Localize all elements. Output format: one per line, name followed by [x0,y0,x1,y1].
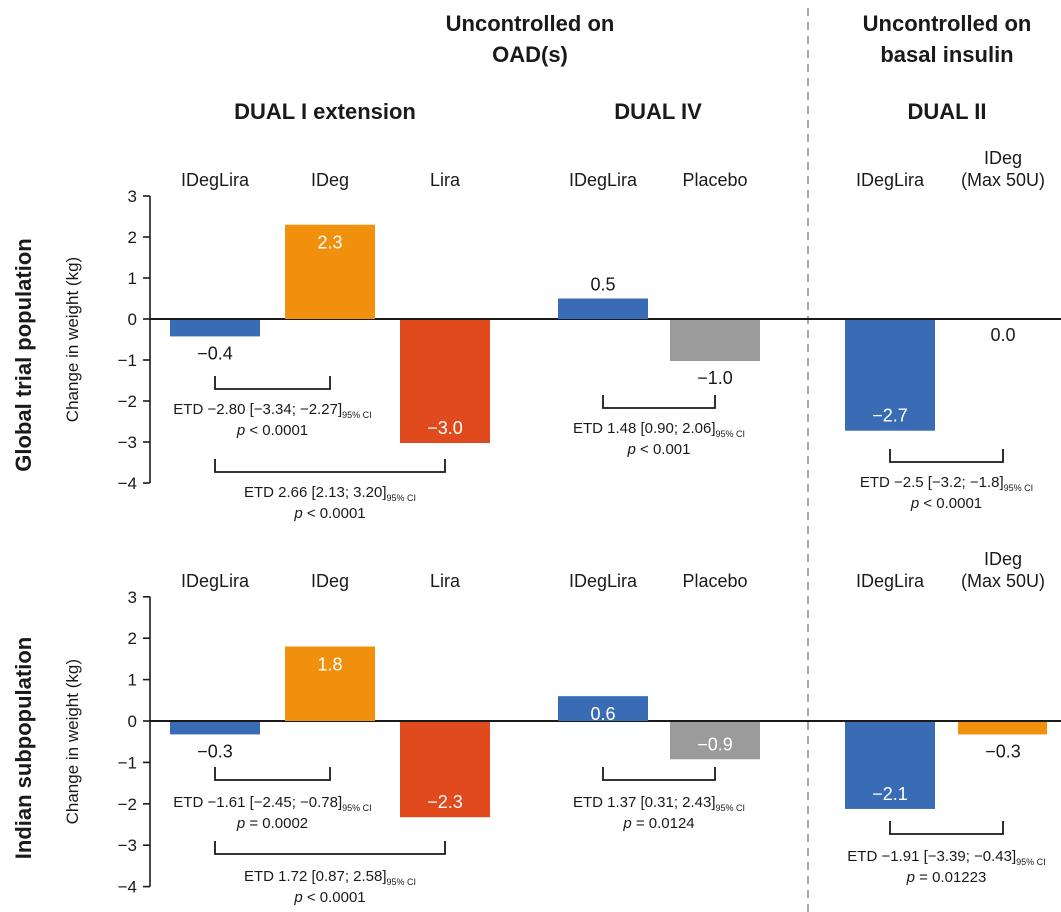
comparison-bracket [214,459,446,473]
category-label: Lira [430,170,461,190]
row-label: Indian subpopulation [11,637,36,859]
category-label: Placebo [682,170,747,190]
bar [558,298,648,319]
data-label: 0.6 [590,704,615,724]
category-label: IDeg [311,170,349,190]
bar [670,320,760,361]
etd-label: ETD −1.61 [−2.45; −0.78]95% CI [173,794,371,813]
bar [170,722,260,735]
data-label: −2.7 [872,406,908,426]
bar [558,696,648,721]
comparison-bracket [214,767,331,781]
y-tick-label: 0 [128,712,137,731]
category-label: IDegLira [181,170,250,190]
data-label: −2.1 [872,784,908,804]
y-tick-label: −1 [118,753,137,772]
y-tick-label: −4 [118,878,137,897]
y-tick-label: 1 [128,671,137,690]
p-value-label: p < 0.0001 [910,495,982,512]
p-value-label: p < 0.0001 [293,889,365,906]
category-label: Lira [430,571,461,591]
category-label: IDeg [984,148,1022,168]
comparison-bracket [889,821,1004,835]
bar [670,722,760,760]
category-label: IDeg [984,549,1022,569]
category-label: (Max 50U) [961,170,1045,190]
trial-header-dual1: DUAL I extension [234,99,416,124]
category-label: IDegLira [569,170,638,190]
group-header-basal-line1: Uncontrolled on [863,11,1032,36]
y-tick-label: 3 [128,187,137,206]
y-axis-label: Change in weight (kg) [63,257,82,422]
y-tick-label: 1 [128,269,137,288]
bar [285,224,375,319]
comparison-bracket [602,395,716,409]
etd-label: ETD 2.66 [2.13; 3.20]95% CI [244,484,416,503]
bar [285,646,375,721]
bar [845,722,935,809]
group-header-basal-line2: basal insulin [880,42,1013,67]
comparison-bracket [889,449,1004,463]
y-axis-label: Change in weight (kg) [63,659,82,824]
category-label: IDegLira [856,170,925,190]
data-label: 0.0 [990,325,1015,345]
data-label: −1.0 [697,368,733,388]
row-label: Global trial population [11,238,36,471]
p-value-label: p < 0.0001 [236,422,308,439]
p-value-label: p = 0.01223 [906,869,987,886]
data-label: −0.3 [197,741,233,761]
category-label: IDegLira [569,571,638,591]
y-tick-label: −2 [118,795,137,814]
bar [400,320,490,443]
etd-label: ETD 1.37 [0.31; 2.43]95% CI [573,794,745,813]
p-value-label: p < 0.0001 [293,505,365,522]
y-tick-label: 2 [128,228,137,247]
data-label: 1.8 [317,654,342,674]
y-tick-label: 3 [128,588,137,607]
p-value-label: p = 0.0124 [622,815,694,832]
panel-global: Global trial population Change in weight … [11,148,1061,522]
y-tick-label: 0 [128,310,137,329]
data-label: −0.3 [985,741,1021,761]
category-label: (Max 50U) [961,571,1045,591]
bar [958,722,1047,735]
y-tick-label: −1 [118,351,137,370]
y-tick-label: −3 [118,836,137,855]
chart-panels: Global trial population Change in weight … [11,148,1061,906]
bar [170,320,260,337]
data-label: 0.5 [590,275,615,295]
group-header-oad-line2: OAD(s) [492,42,568,67]
panel-indian: Indian subpopulation Change in weight (kg… [11,549,1061,906]
category-label: IDegLira [856,571,925,591]
bar [400,722,490,818]
category-label: IDeg [311,571,349,591]
data-label: 2.3 [317,233,342,253]
trial-header-dual2: DUAL II [907,99,986,124]
comparison-bracket [214,841,446,855]
comparison-bracket [602,767,716,781]
data-label: −0.9 [697,734,733,754]
etd-label: ETD −2.5 [−3.2; −1.8]95% CI [860,474,1033,493]
p-value-label: p < 0.001 [627,441,691,458]
category-label: IDegLira [181,571,250,591]
trial-header-dual4: DUAL IV [614,99,702,124]
etd-label: ETD −1.91 [−3.39; −0.43]95% CI [847,848,1045,867]
y-tick-label: −4 [118,474,137,493]
comparison-bracket [214,376,331,390]
data-label: −0.4 [197,343,233,363]
data-label: −3.0 [427,418,463,438]
y-tick-label: −3 [118,433,137,452]
bar [845,320,935,431]
y-tick-label: −2 [118,392,137,411]
category-label: Placebo [682,571,747,591]
group-header-oad-line1: Uncontrolled on [446,11,615,36]
etd-label: ETD −2.80 [−3.34; −2.27]95% CI [173,401,371,420]
data-label: −2.3 [427,792,463,812]
y-tick-label: 2 [128,629,137,648]
etd-label: ETD 1.72 [0.87; 2.58]95% CI [244,868,416,887]
p-value-label: p = 0.0002 [236,815,308,832]
etd-label: ETD 1.48 [0.90; 2.06]95% CI [573,420,745,439]
